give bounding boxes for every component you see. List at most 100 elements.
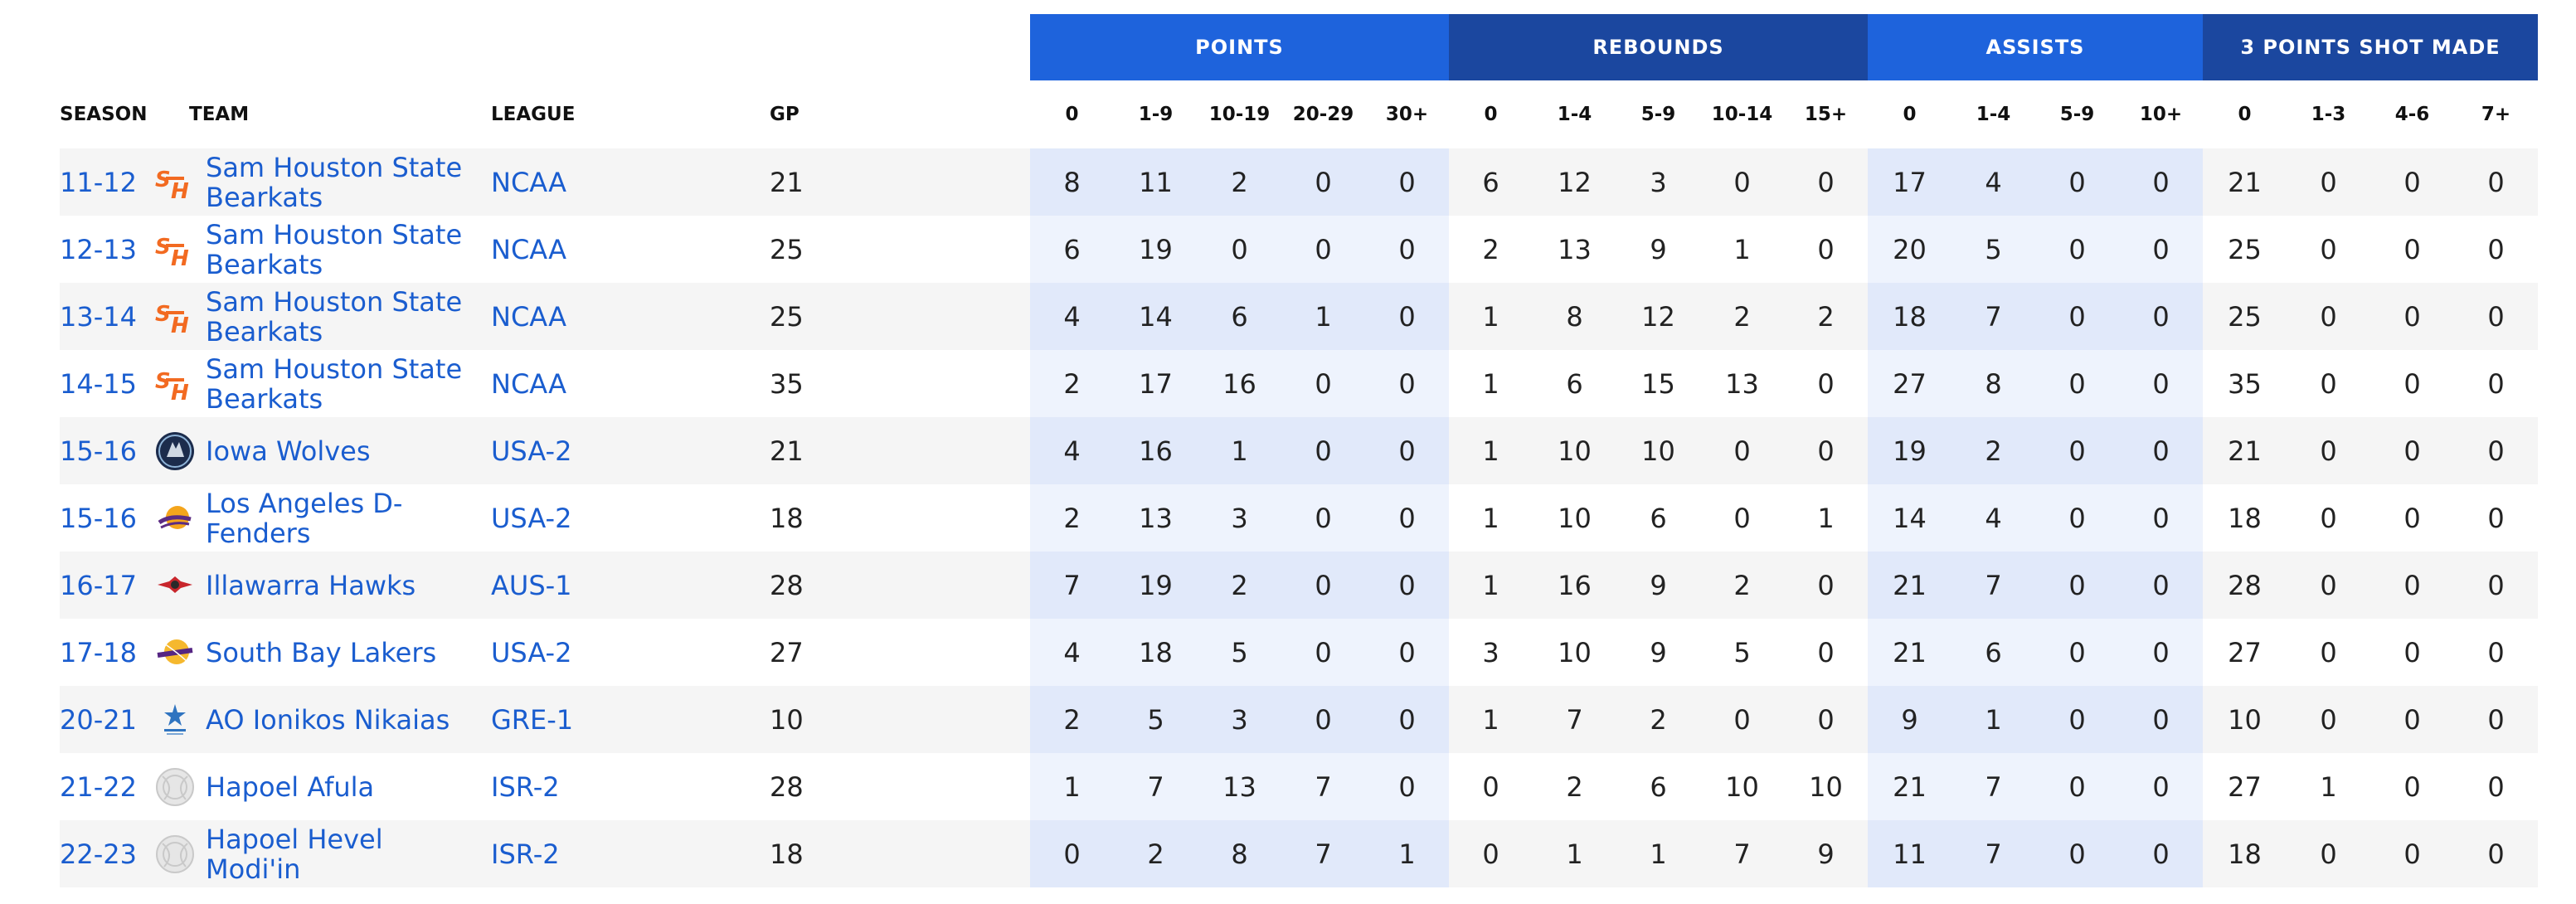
league-link[interactable]: NCAA [491, 148, 770, 216]
team-link[interactable]: South Bay Lakers [154, 632, 491, 673]
column-header-assists-3[interactable]: 10+ [2139, 104, 2183, 125]
group-header-three-points: 3 POINTS SHOT MADE [2203, 14, 2538, 80]
team-link[interactable]: Iowa Wolves [154, 430, 491, 472]
column-header-assists-2[interactable]: 5-9 [2059, 104, 2095, 125]
default-basketball-logo-icon [154, 834, 196, 875]
league-link[interactable]: NCAA [491, 233, 566, 265]
team-link[interactable]: S H Sam Houston State Bearkats [154, 220, 491, 279]
season-link[interactable]: 16-17 [60, 552, 154, 619]
svg-text:H: H [171, 313, 189, 338]
games-played: 27 [770, 636, 804, 668]
team-name[interactable]: Los Angeles D-Fenders [206, 487, 403, 549]
assists-cell: 0 [2119, 417, 2203, 484]
points-cell: 1 [1198, 417, 1281, 484]
league-link[interactable]: AUS-1 [491, 552, 770, 619]
league-link[interactable]: USA-2 [491, 502, 572, 534]
rebounds-cell: 0 [1784, 686, 1868, 753]
team-name[interactable]: South Bay Lakers [206, 636, 437, 668]
team-link[interactable]: Hapoel Hevel Modi'in [154, 824, 491, 884]
team-name[interactable]: AO Ionikos Nikaias [206, 703, 450, 736]
three-cell: 10 [2203, 686, 2287, 753]
team-link[interactable]: Hapoel Afula [154, 766, 491, 808]
three-cell: 0 [2487, 502, 2505, 534]
column-header-rebounds-3[interactable]: 10-14 [1711, 104, 1773, 125]
season-link[interactable]: 15-16 [60, 502, 137, 534]
season-link[interactable]: 14-15 [60, 367, 137, 400]
rebounds-cell: 0 [1817, 233, 1835, 265]
column-header-rebounds-0[interactable]: 0 [1484, 104, 1498, 125]
league-link[interactable]: ISR-2 [491, 770, 560, 803]
column-header-season[interactable]: SEASON [60, 104, 148, 125]
iowa-wolves-logo-icon [154, 430, 196, 472]
three-cell: 21 [2203, 148, 2287, 216]
team-name[interactable]: Hapoel Hevel Modi'in [206, 823, 383, 885]
three-cell: 0 [2370, 686, 2454, 753]
column-header-gp[interactable]: GP [770, 104, 800, 125]
season-link[interactable]: 21-22 [60, 770, 137, 803]
team-name[interactable]: Illawarra Hawks [206, 569, 416, 601]
column-header-three-0[interactable]: 0 [2238, 104, 2252, 125]
assists-cell: 5 [1951, 216, 2035, 283]
points-cell: 0 [1365, 216, 1449, 283]
team-link[interactable]: S H Sam Houston State Bearkats [154, 287, 491, 347]
column-header-team[interactable]: TEAM [189, 104, 250, 125]
rebounds-cell: 6 [1650, 502, 1667, 534]
points-cell: 0 [1030, 820, 1114, 887]
team-link[interactable]: AO Ionikos Nikaias [154, 699, 491, 741]
column-header-three-3[interactable]: 7+ [2481, 104, 2511, 125]
column-header-points-4[interactable]: 30+ [1385, 104, 1429, 125]
column-header-points-0[interactable]: 0 [1065, 104, 1079, 125]
team-name[interactable]: Sam Houston State Bearkats [206, 352, 463, 415]
column-header-points-3[interactable]: 20-29 [1292, 104, 1354, 125]
column-header-rebounds-1[interactable]: 1-4 [1557, 104, 1592, 125]
season-link[interactable]: 13-14 [60, 283, 154, 350]
column-header-points-2[interactable]: 10-19 [1208, 104, 1271, 125]
league-link[interactable]: USA-2 [491, 636, 572, 668]
games-played: 21 [770, 417, 1030, 484]
svg-text:H: H [171, 246, 189, 270]
three-cell: 0 [2320, 636, 2337, 668]
column-header-rebounds-4[interactable]: 15+ [1804, 104, 1848, 125]
points-cell: 0 [1281, 148, 1365, 216]
assists-cell: 11 [1868, 820, 1951, 887]
column-header-assists-1[interactable]: 1-4 [1976, 104, 2011, 125]
team-name[interactable]: Iowa Wolves [206, 435, 371, 467]
league-link[interactable]: ISR-2 [491, 820, 770, 887]
points-cell: 2 [1198, 148, 1281, 216]
column-header-points-1[interactable]: 1-9 [1138, 104, 1174, 125]
team-link[interactable]: Illawarra Hawks [154, 565, 491, 606]
season-link[interactable]: 11-12 [60, 148, 154, 216]
team-cell: Hapoel Afula [154, 753, 491, 820]
team-name[interactable]: Sam Houston State Bearkats [206, 218, 463, 280]
column-header-rebounds-2[interactable]: 5-9 [1640, 104, 1676, 125]
season-link[interactable]: 17-18 [60, 636, 137, 668]
rebounds-cell: 9 [1616, 552, 1700, 619]
column-header-three-1[interactable]: 1-3 [2311, 104, 2346, 125]
team-link[interactable]: S H Sam Houston State Bearkats [154, 354, 491, 414]
season-link[interactable]: 20-21 [60, 686, 154, 753]
svg-text:S: S [155, 369, 171, 394]
league-link[interactable]: NCAA [491, 283, 770, 350]
three-cell: 0 [2370, 283, 2454, 350]
rebounds-cell: 10 [1616, 417, 1700, 484]
team-link[interactable]: Los Angeles D-Fenders [154, 488, 491, 548]
table-row: 22-23 Hapoel Hevel Modi'in ISR-2 18 0 2 8 7 1 0 1 1… [60, 820, 2538, 887]
team-name[interactable]: Hapoel Afula [206, 770, 375, 803]
assists-cell: 0 [2119, 350, 2203, 417]
team-name[interactable]: Sam Houston State Bearkats [206, 285, 463, 348]
league-link[interactable]: USA-2 [491, 417, 770, 484]
season-link[interactable]: 22-23 [60, 820, 154, 887]
column-header-league[interactable]: LEAGUE [491, 104, 576, 125]
season-link[interactable]: 12-13 [60, 233, 137, 265]
league-link[interactable]: NCAA [491, 367, 566, 400]
points-cell: 17 [1114, 350, 1198, 417]
season-link[interactable]: 15-16 [60, 417, 154, 484]
column-header-assists-0[interactable]: 0 [1903, 104, 1917, 125]
rebounds-cell: 3 [1616, 148, 1700, 216]
column-header-three-2[interactable]: 4-6 [2394, 104, 2430, 125]
team-cell: Iowa Wolves [154, 417, 491, 484]
team-link[interactable]: S H Sam Houston State Bearkats [154, 153, 491, 212]
points-cell: 13 [1114, 484, 1198, 552]
league-link[interactable]: GRE-1 [491, 686, 770, 753]
team-name[interactable]: Sam Houston State Bearkats [206, 151, 463, 213]
